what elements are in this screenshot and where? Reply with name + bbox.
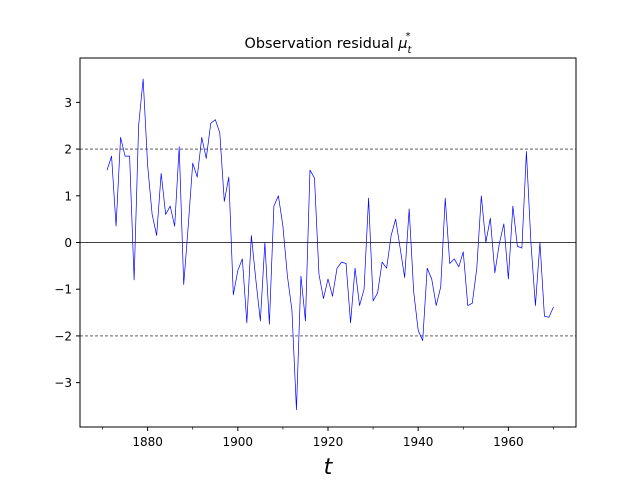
y-tick-label: 1 [64, 189, 72, 203]
plot-area: −3 −2 −1 0 1 2 3 1880 1900 1920 1940 1960 [54, 57, 577, 449]
chart-title-text: Observation residual [245, 36, 399, 52]
chart-title-symbol: μ [397, 36, 407, 52]
chart-title-subscript: t [408, 45, 413, 56]
series-line-0 [106, 78, 554, 411]
chart-title: Observation residual μt * [245, 31, 413, 56]
x-tick-label: 1880 [132, 435, 163, 449]
y-tick-label: 0 [64, 236, 72, 250]
chart-title-superscript: * [405, 31, 410, 42]
x-tick-label: 1940 [403, 435, 434, 449]
y-tick-label: 3 [64, 96, 72, 110]
y-tick-label: −2 [54, 329, 72, 343]
y-tick-label: 2 [64, 143, 72, 157]
y-tick-label: −3 [54, 376, 72, 390]
x-axis-label: t [324, 455, 334, 480]
x-tick-label: 1960 [493, 435, 524, 449]
x-tick-label: 1900 [223, 435, 254, 449]
x-tick-label: 1920 [313, 435, 344, 449]
y-tick-label: −1 [54, 283, 72, 297]
